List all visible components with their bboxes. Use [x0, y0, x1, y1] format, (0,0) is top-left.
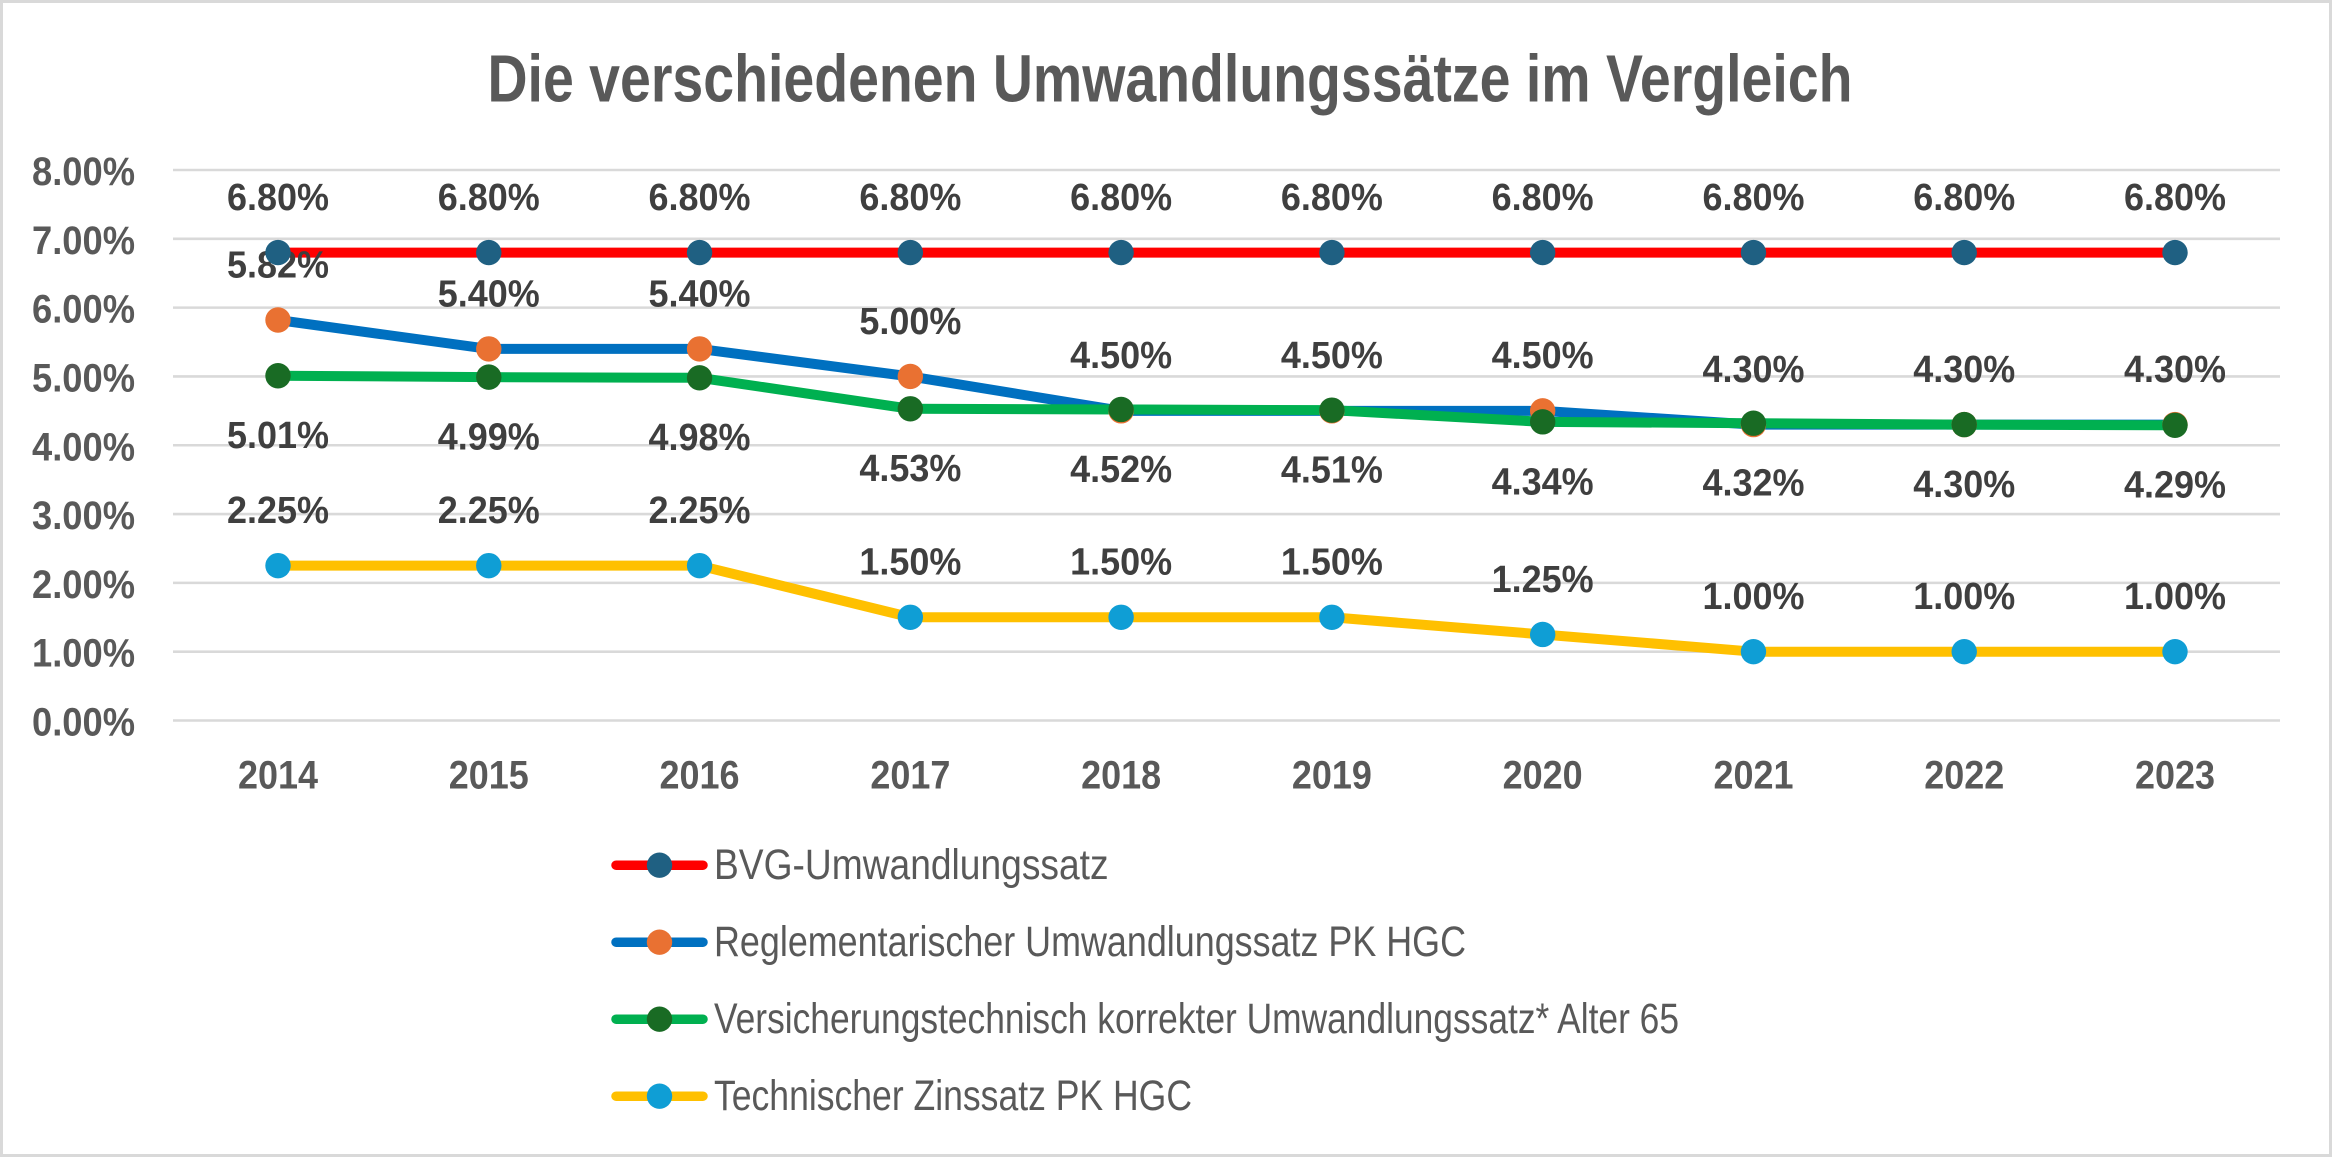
svg-text:2.25%: 2.25%	[649, 490, 751, 532]
svg-text:4.50%: 4.50%	[1281, 335, 1383, 377]
svg-text:4.30%: 4.30%	[2124, 349, 2226, 391]
svg-text:2.00%: 2.00%	[32, 563, 135, 607]
svg-text:7.00%: 7.00%	[32, 219, 135, 263]
svg-text:4.50%: 4.50%	[1492, 335, 1594, 377]
svg-text:6.80%: 6.80%	[1702, 177, 1804, 219]
svg-text:6.80%: 6.80%	[1492, 177, 1594, 219]
svg-text:2015: 2015	[449, 754, 529, 798]
svg-text:1.50%: 1.50%	[1281, 542, 1383, 584]
svg-text:1.00%: 1.00%	[1913, 576, 2015, 618]
svg-text:1.50%: 1.50%	[859, 542, 961, 584]
svg-text:6.80%: 6.80%	[1070, 177, 1172, 219]
svg-text:4.50%: 4.50%	[1070, 335, 1172, 377]
svg-text:4.51%: 4.51%	[1281, 450, 1383, 492]
svg-text:4.00%: 4.00%	[32, 425, 135, 469]
svg-text:Reglementarischer Umwandlungss: Reglementarischer Umwandlungssatz PK HGC	[714, 918, 1466, 966]
svg-text:4.98%: 4.98%	[649, 417, 751, 459]
svg-text:BVG-Umwandlungssatz: BVG-Umwandlungssatz	[714, 841, 1109, 889]
svg-text:4.30%: 4.30%	[1702, 349, 1804, 391]
svg-text:6.80%: 6.80%	[2124, 177, 2226, 219]
svg-text:2014: 2014	[238, 754, 319, 798]
svg-text:6.80%: 6.80%	[859, 177, 961, 219]
svg-text:1.25%: 1.25%	[1492, 559, 1594, 601]
svg-text:Versicherungstechnisch korrekt: Versicherungstechnisch korrekter Umwandl…	[714, 995, 1679, 1043]
svg-text:4.34%: 4.34%	[1492, 461, 1594, 503]
svg-text:6.80%: 6.80%	[1281, 177, 1383, 219]
svg-text:4.52%: 4.52%	[1070, 449, 1172, 491]
svg-text:5.00%: 5.00%	[32, 356, 135, 400]
svg-text:5.00%: 5.00%	[859, 301, 961, 343]
svg-text:5.40%: 5.40%	[438, 273, 540, 315]
svg-text:4.30%: 4.30%	[1913, 349, 2015, 391]
svg-text:4.29%: 4.29%	[2124, 465, 2226, 507]
svg-text:4.30%: 4.30%	[1913, 464, 2015, 506]
svg-text:2.25%: 2.25%	[227, 490, 329, 532]
svg-text:Die verschiedenen Umwandlungss: Die verschiedenen Umwandlungssätze im Ve…	[488, 42, 1853, 117]
svg-text:1.00%: 1.00%	[1702, 576, 1804, 618]
svg-text:2017: 2017	[870, 754, 950, 798]
svg-text:4.53%: 4.53%	[859, 448, 961, 490]
svg-text:0.00%: 0.00%	[32, 701, 135, 745]
svg-text:2019: 2019	[1292, 754, 1372, 798]
svg-text:2.25%: 2.25%	[438, 490, 540, 532]
svg-text:1.00%: 1.00%	[2124, 576, 2226, 618]
svg-text:2023: 2023	[2135, 754, 2215, 798]
svg-text:2021: 2021	[1713, 754, 1793, 798]
svg-text:Technischer Zinssatz PK HGC: Technischer Zinssatz PK HGC	[714, 1072, 1192, 1120]
svg-text:6.80%: 6.80%	[438, 177, 540, 219]
svg-text:3.00%: 3.00%	[32, 494, 135, 538]
svg-text:2020: 2020	[1503, 754, 1583, 798]
svg-text:2022: 2022	[1924, 754, 2004, 798]
svg-text:2016: 2016	[660, 754, 740, 798]
svg-text:4.32%: 4.32%	[1702, 463, 1804, 505]
svg-text:1.00%: 1.00%	[32, 632, 135, 676]
svg-text:6.00%: 6.00%	[32, 288, 135, 332]
svg-text:6.80%: 6.80%	[227, 177, 329, 219]
svg-text:8.00%: 8.00%	[32, 150, 135, 194]
svg-text:5.40%: 5.40%	[649, 273, 751, 315]
svg-text:4.99%: 4.99%	[438, 417, 540, 459]
svg-text:6.80%: 6.80%	[1913, 177, 2015, 219]
svg-text:1.50%: 1.50%	[1070, 542, 1172, 584]
svg-text:6.80%: 6.80%	[649, 177, 751, 219]
svg-text:2018: 2018	[1081, 754, 1161, 798]
svg-text:5.01%: 5.01%	[227, 415, 329, 457]
